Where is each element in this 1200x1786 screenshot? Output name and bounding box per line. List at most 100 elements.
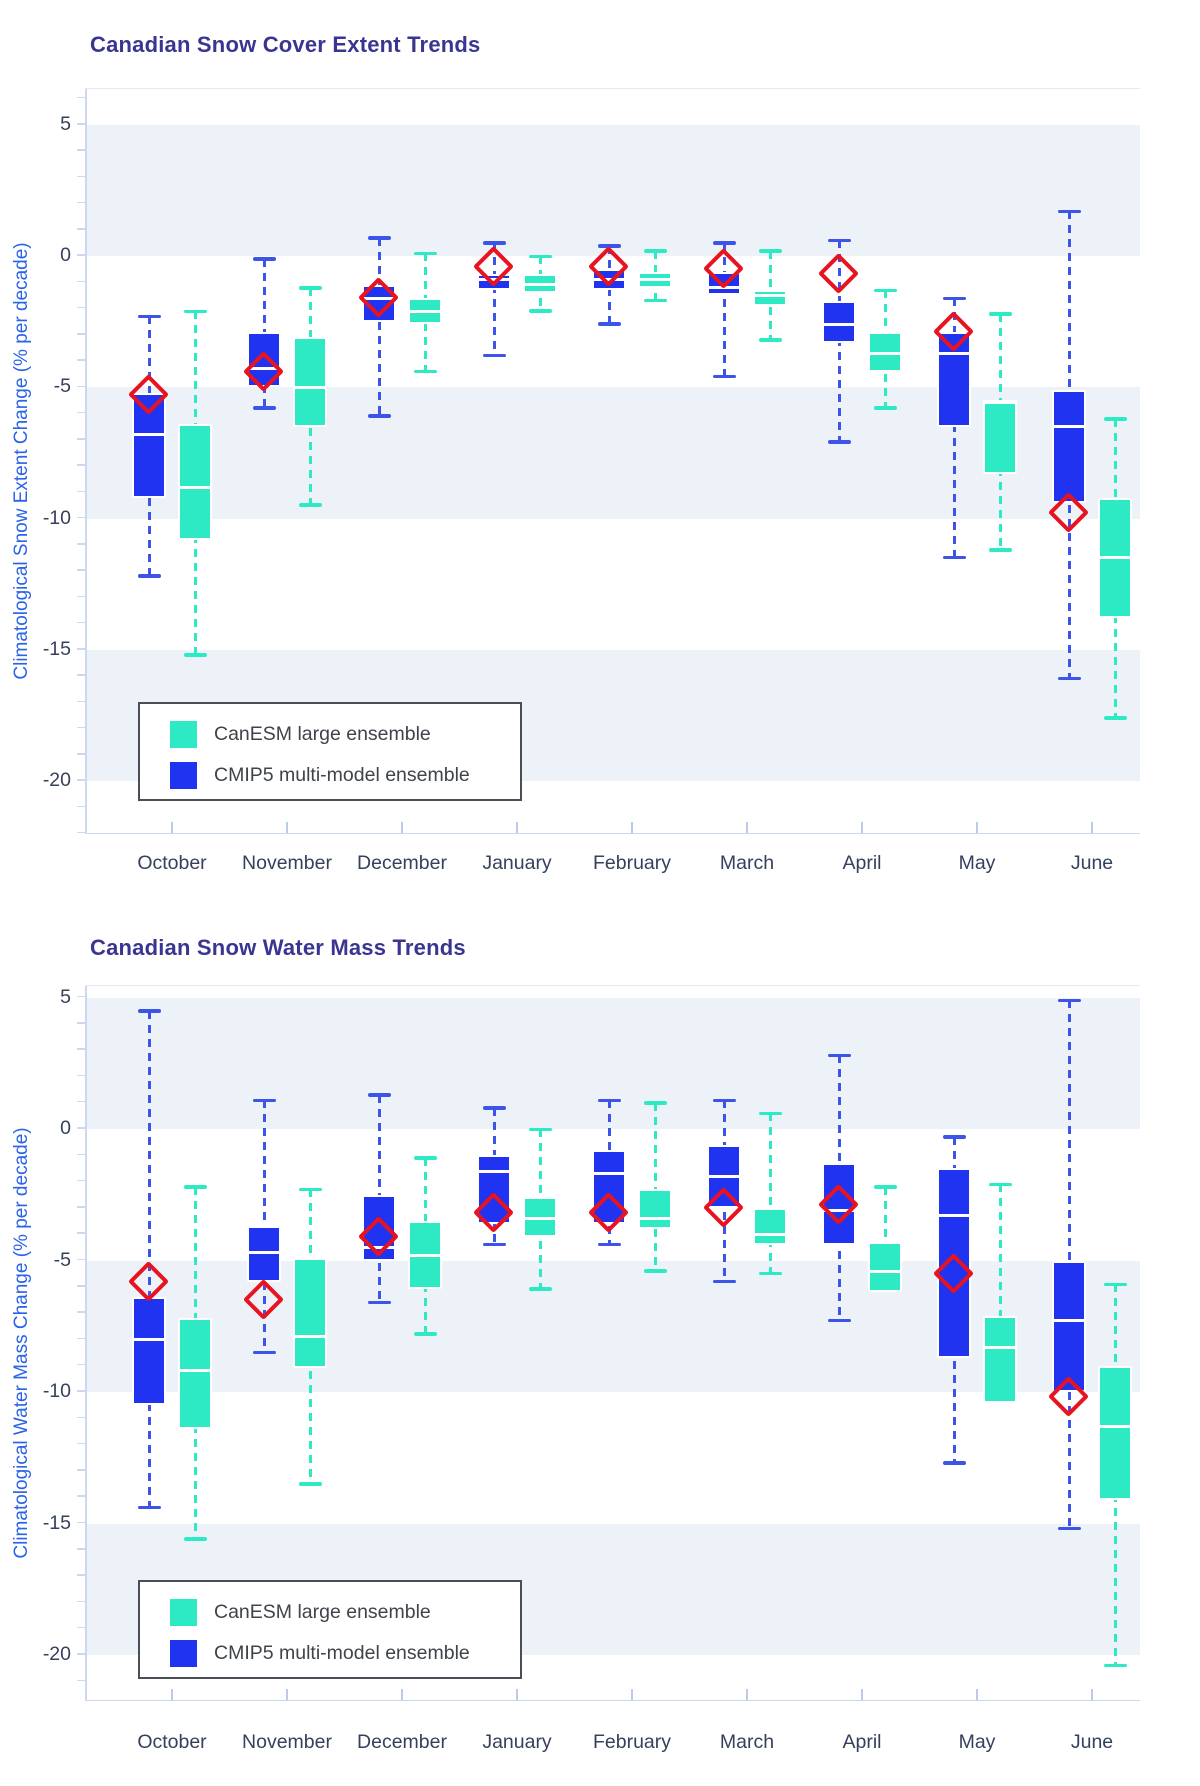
y-tick-label: -10 (42, 506, 71, 529)
whisker-cap (942, 1135, 966, 1139)
chart1-plot-area (85, 88, 1140, 834)
box-cmip5-december (362, 284, 396, 322)
median-line (525, 283, 555, 287)
x-tick (861, 822, 863, 833)
y-minor-tick (77, 175, 85, 177)
median-line (640, 1216, 670, 1220)
whisker-cap (252, 257, 276, 261)
y-minor-tick (77, 1390, 85, 1392)
box-canesm-december (408, 1221, 442, 1290)
x-tick (171, 822, 173, 833)
box-cmip5-november (247, 332, 281, 388)
x-tick (286, 1689, 288, 1700)
whisker-cap (252, 1098, 276, 1103)
box-canesm-february (638, 271, 672, 288)
whisker-cap (873, 1185, 897, 1189)
whisker-cap (758, 1111, 782, 1116)
y-minor-tick (77, 149, 85, 151)
box-canesm-november (293, 337, 327, 427)
median-line (755, 293, 785, 297)
legend-item-cmip5[interactable]: CMIP5 multi-model ensemble (170, 1639, 470, 1667)
x-axis-line (85, 832, 1140, 834)
whisker-cap (1103, 716, 1127, 720)
whisker-cap (137, 574, 161, 578)
whisker-cap (988, 1182, 1012, 1187)
y-tick-label: -15 (42, 1511, 71, 1534)
y-minor-tick (77, 333, 85, 335)
box-canesm-february (638, 1189, 672, 1229)
legend-item-canesm[interactable]: CanESM large ensemble (170, 720, 431, 748)
box-cmip5-may (937, 332, 971, 427)
median-line (479, 1169, 509, 1173)
y-minor-tick (77, 123, 85, 125)
y-minor-tick (77, 1179, 85, 1182)
x-tick-label: June (1070, 1731, 1114, 1753)
whisker-cap (252, 406, 276, 410)
whisker-cmip5-december (377, 237, 381, 417)
x-tick-label: November (242, 852, 332, 874)
median-line (364, 296, 394, 300)
median-line (985, 401, 1015, 405)
whisker-cap (1057, 998, 1081, 1003)
box-cmip5-february (592, 1150, 626, 1224)
median-line (824, 322, 854, 326)
box-canesm-june (1098, 497, 1132, 619)
median-line (709, 1174, 739, 1178)
x-tick (401, 822, 403, 833)
whisker-cap (643, 298, 667, 303)
whisker-cap (942, 296, 966, 300)
x-axis-line (85, 1699, 1140, 1701)
whisker-cap (183, 1537, 207, 1541)
y-minor-tick (77, 359, 85, 361)
legend-label: CMIP5 multi-model ensemble (214, 1641, 470, 1664)
median-line (939, 351, 969, 355)
whisker-canesm-march (768, 1113, 772, 1274)
box-canesm-june (1098, 1365, 1132, 1500)
whisker-cap (712, 241, 736, 245)
legend-item-cmip5[interactable]: CMIP5 multi-model ensemble (170, 761, 470, 789)
box-cmip5-june (1052, 389, 1086, 503)
whisker-canesm-february (653, 1102, 657, 1271)
grid-band (85, 997, 1140, 1129)
legend-label: CMIP5 multi-model ensemble (214, 763, 470, 786)
median-line (410, 309, 440, 313)
x-tick (1091, 1689, 1093, 1700)
y-tick-label: -5 (53, 1248, 71, 1271)
grid-band (85, 387, 1140, 519)
y-minor-tick (77, 464, 85, 466)
chart2-legend: CanESM large ensemble CMIP5 multi-model … (138, 1580, 522, 1679)
whisker-cap (137, 1505, 161, 1510)
x-tick (746, 822, 748, 833)
whisker-cap (137, 314, 161, 319)
whisker-cap (827, 238, 851, 243)
y-minor-tick (77, 543, 85, 545)
whisker-cap (758, 249, 782, 253)
legend-item-canesm[interactable]: CanESM large ensemble (170, 1598, 431, 1626)
y-minor-tick (77, 1100, 85, 1103)
whisker-cap (183, 653, 207, 657)
median-line (594, 278, 624, 282)
cmip5-swatch-icon (170, 1639, 197, 1667)
y-minor-tick (77, 254, 85, 256)
canesm-swatch-icon (170, 720, 197, 748)
y-tick-label: 5 (60, 985, 71, 1008)
x-tick (516, 822, 518, 833)
x-tick (171, 1689, 173, 1700)
median-line (870, 1269, 900, 1273)
box-canesm-january (523, 1197, 557, 1237)
x-tick-label: April (842, 1731, 882, 1753)
y-minor-tick (77, 1337, 85, 1340)
x-tick-label: November (242, 1731, 332, 1753)
chart1-legend: CanESM large ensemble CMIP5 multi-model … (138, 702, 522, 801)
whisker-cap (482, 353, 506, 358)
median-line (594, 1172, 624, 1176)
y-minor-tick (77, 1600, 85, 1603)
box-cmip5-october (132, 392, 166, 498)
y-minor-tick (77, 1469, 85, 1471)
y-minor-tick (77, 1153, 85, 1156)
whisker-cap (137, 1009, 161, 1013)
whisker-cap (1103, 1663, 1127, 1668)
y-minor-tick (77, 648, 85, 650)
whisker-cap (1057, 209, 1081, 214)
whisker-cap (712, 1279, 736, 1284)
